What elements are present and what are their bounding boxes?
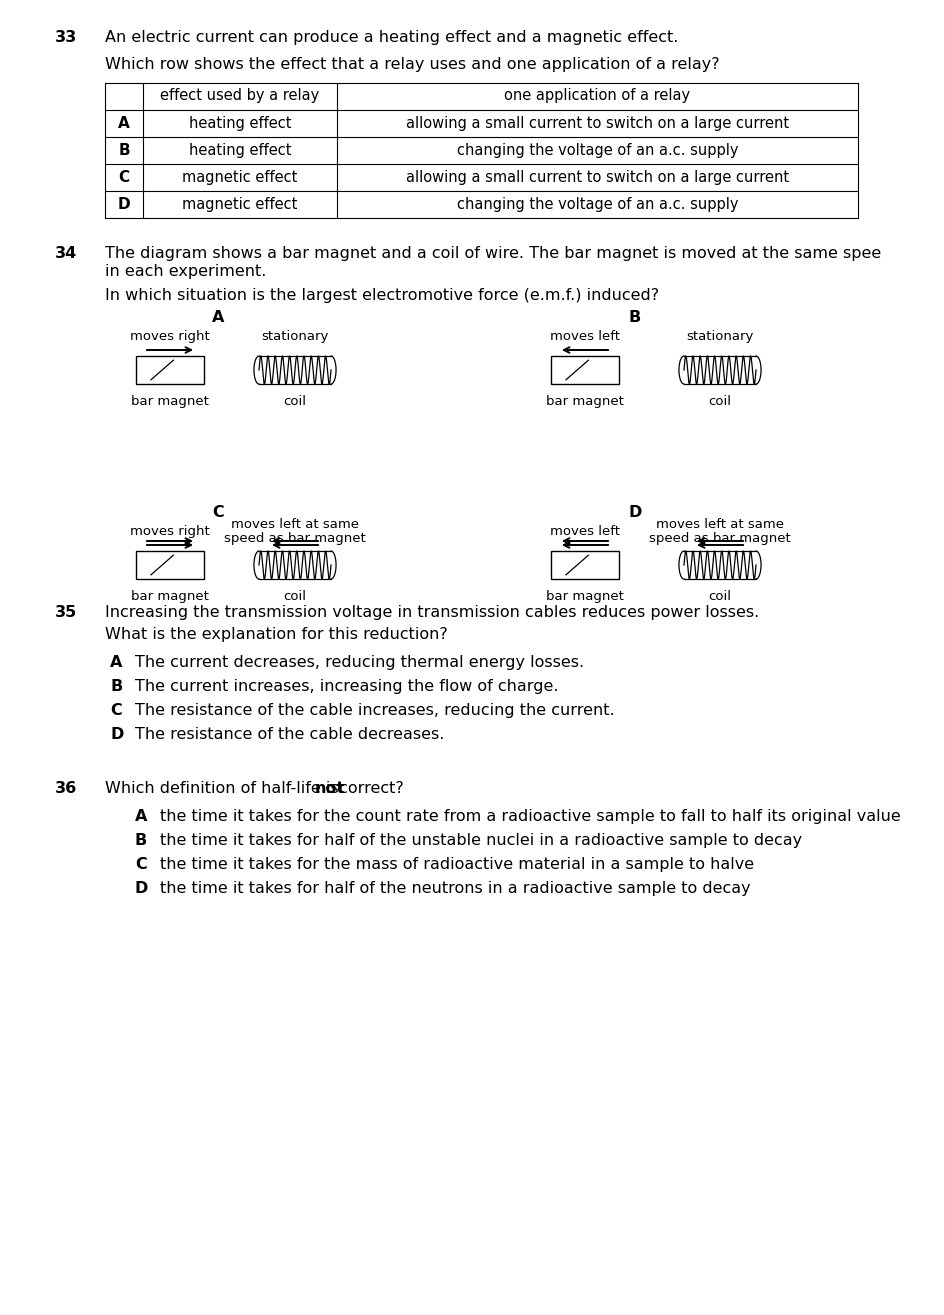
- Text: D: D: [118, 197, 130, 212]
- Text: heating effect: heating effect: [189, 143, 292, 158]
- Text: 36: 36: [55, 781, 77, 796]
- Text: bar magnet: bar magnet: [131, 590, 209, 604]
- Text: The resistance of the cable increases, reducing the current.: The resistance of the cable increases, r…: [135, 704, 615, 718]
- Text: moves left: moves left: [550, 330, 620, 343]
- Text: bar magnet: bar magnet: [546, 394, 624, 408]
- Text: the time it takes for half of the neutrons in a radioactive sample to decay: the time it takes for half of the neutro…: [160, 881, 750, 896]
- Bar: [136, 551, 204, 579]
- Text: magnetic effect: magnetic effect: [182, 170, 297, 185]
- Text: An electric current can produce a heating effect and a magnetic effect.: An electric current can produce a heatin…: [105, 30, 679, 45]
- Text: changing the voltage of an a.c. supply: changing the voltage of an a.c. supply: [457, 197, 738, 212]
- Text: effect used by a relay: effect used by a relay: [160, 88, 320, 103]
- Text: B: B: [135, 832, 147, 848]
- Text: 33: 33: [55, 30, 77, 45]
- Text: In which situation is the largest electromotive force (e.m.f.) induced?: In which situation is the largest electr…: [105, 288, 659, 302]
- Text: B: B: [629, 310, 641, 325]
- Text: B: B: [118, 143, 130, 158]
- Text: D: D: [135, 881, 148, 896]
- Text: C: C: [212, 505, 224, 519]
- Text: 34: 34: [55, 246, 77, 260]
- Text: Which row shows the effect that a relay uses and one application of a relay?: Which row shows the effect that a relay …: [105, 57, 719, 72]
- Text: What is the explanation for this reduction?: What is the explanation for this reducti…: [105, 627, 447, 642]
- Text: A: A: [118, 116, 130, 132]
- Text: A: A: [135, 809, 147, 825]
- Text: coil: coil: [283, 394, 307, 408]
- Bar: [551, 356, 619, 384]
- Text: bar magnet: bar magnet: [131, 394, 209, 408]
- Text: speed as bar magnet: speed as bar magnet: [224, 533, 366, 544]
- Text: stationary: stationary: [686, 330, 753, 343]
- Text: A: A: [110, 655, 123, 671]
- Text: the time it takes for half of the unstable nuclei in a radioactive sample to dec: the time it takes for half of the unstab…: [160, 832, 802, 848]
- Text: The current decreases, reducing thermal energy losses.: The current decreases, reducing thermal …: [135, 655, 584, 671]
- Text: moves right: moves right: [130, 330, 210, 343]
- Text: B: B: [110, 679, 123, 694]
- Text: correct?: correct?: [333, 781, 403, 796]
- Text: moves right: moves right: [130, 525, 210, 538]
- Text: the time it takes for the count rate from a radioactive sample to fall to half i: the time it takes for the count rate fro…: [160, 809, 901, 825]
- Text: C: C: [118, 170, 129, 185]
- Text: moves left at same: moves left at same: [231, 518, 359, 531]
- Text: bar magnet: bar magnet: [546, 590, 624, 604]
- Text: in each experiment.: in each experiment.: [105, 264, 266, 279]
- Text: speed as bar magnet: speed as bar magnet: [649, 533, 791, 544]
- Text: C: C: [135, 857, 146, 872]
- Text: allowing a small current to switch on a large current: allowing a small current to switch on a …: [406, 170, 789, 185]
- Bar: [136, 356, 204, 384]
- Text: C: C: [110, 704, 122, 718]
- Text: stationary: stationary: [261, 330, 329, 343]
- Text: not: not: [314, 781, 345, 796]
- Text: The resistance of the cable decreases.: The resistance of the cable decreases.: [135, 727, 445, 742]
- Text: D: D: [629, 505, 642, 519]
- Text: moves left at same: moves left at same: [656, 518, 784, 531]
- Text: The diagram shows a bar magnet and a coil of wire. The bar magnet is moved at th: The diagram shows a bar magnet and a coi…: [105, 246, 882, 260]
- Text: 35: 35: [55, 605, 77, 619]
- Bar: [551, 551, 619, 579]
- Text: Which definition of half-life is: Which definition of half-life is: [105, 781, 344, 796]
- Text: moves left: moves left: [550, 525, 620, 538]
- Text: magnetic effect: magnetic effect: [182, 197, 297, 212]
- Text: The current increases, increasing the flow of charge.: The current increases, increasing the fl…: [135, 679, 559, 694]
- Text: D: D: [110, 727, 124, 742]
- Text: heating effect: heating effect: [189, 116, 292, 132]
- Text: changing the voltage of an a.c. supply: changing the voltage of an a.c. supply: [457, 143, 738, 158]
- Text: A: A: [211, 310, 224, 325]
- Text: Increasing the transmission voltage in transmission cables reduces power losses.: Increasing the transmission voltage in t…: [105, 605, 759, 619]
- Text: coil: coil: [709, 590, 732, 604]
- Text: one application of a relay: one application of a relay: [504, 88, 691, 103]
- Text: coil: coil: [283, 590, 307, 604]
- Text: the time it takes for the mass of radioactive material in a sample to halve: the time it takes for the mass of radioa…: [160, 857, 754, 872]
- Text: coil: coil: [709, 394, 732, 408]
- Text: allowing a small current to switch on a large current: allowing a small current to switch on a …: [406, 116, 789, 132]
